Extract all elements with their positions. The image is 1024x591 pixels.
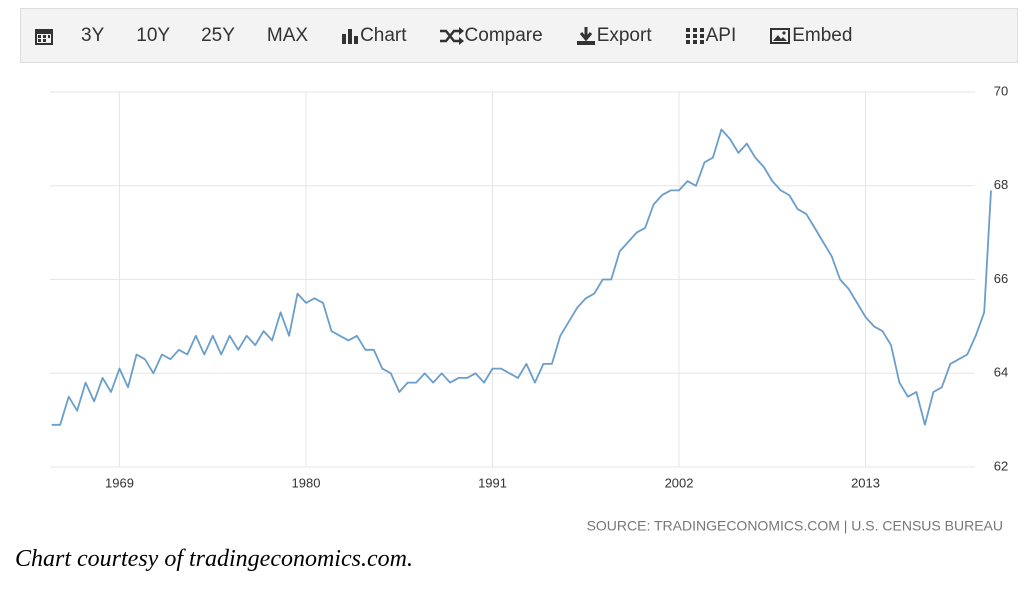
x-tick-label: 1991: [478, 475, 507, 490]
y-tick-label: 62: [994, 458, 1008, 473]
export-icon[interactable]: [575, 25, 597, 47]
calendar-icon[interactable]: [33, 25, 55, 47]
caption: Chart courtesy of tradingeconomics.com.: [15, 546, 413, 572]
data-line: [51, 128, 992, 426]
compare-button[interactable]: Compare: [464, 24, 543, 46]
export-button[interactable]: Export: [596, 24, 652, 46]
range-10y[interactable]: 10Y: [136, 24, 171, 46]
chart: SOURCE: TRADINGECONOMICS.COM | U.S. CENS…: [50, 83, 1008, 534]
embed-button[interactable]: Embed: [792, 24, 853, 46]
embed-icon[interactable]: [768, 26, 792, 46]
api-button[interactable]: API: [705, 24, 737, 46]
y-tick-label: 70: [994, 83, 1008, 98]
api-icon[interactable]: [684, 26, 706, 46]
y-tick-label: 66: [994, 271, 1008, 286]
y-tick-label: 64: [994, 365, 1008, 380]
range-25y[interactable]: 25Y: [201, 24, 235, 46]
chart-button[interactable]: Chart: [360, 24, 407, 46]
chart-icon[interactable]: [340, 26, 360, 46]
toolbar: 3Y 10Y 25Y MAX Chart Compare Export API …: [20, 8, 1018, 63]
range-max[interactable]: MAX: [266, 24, 309, 46]
x-tick-label: 2013: [851, 475, 880, 490]
source: SOURCE: TRADINGECONOMICS.COM | U.S. CENS…: [587, 518, 1003, 534]
x-tick-label: 2002: [665, 475, 694, 490]
compare-icon[interactable]: [439, 26, 465, 46]
x-tick-label: 1969: [105, 475, 134, 490]
range-3y[interactable]: 3Y: [81, 24, 105, 46]
y-tick-label: 68: [994, 177, 1008, 192]
x-tick-label: 1980: [292, 475, 321, 490]
